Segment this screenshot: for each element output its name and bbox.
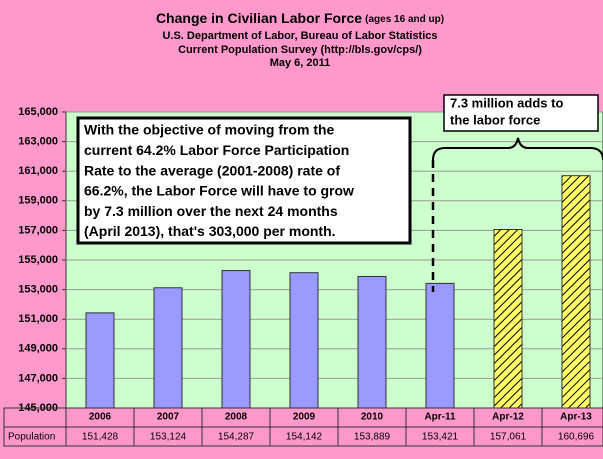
table-value: 154,287 [218,432,255,443]
y-tick-label: 147,000 [18,372,58,384]
table-value: 153,124 [150,432,187,443]
table-value: 151,428 [82,432,119,443]
callout-text: the labor force [450,112,540,127]
y-tick-label: 165,000 [18,106,58,118]
y-tick-label: 157,000 [18,224,58,236]
title-main: Change in Civilian Labor Force [156,10,362,26]
bar [425,282,455,409]
table-value: 154,142 [286,432,323,443]
annotation-text: Rate to the average (2001-2008) rate of [84,162,340,178]
y-tick-label: 161,000 [18,165,58,177]
x-tick-label: 2009 [293,412,316,423]
legend-label: Population [8,432,55,443]
subtitle: Current Population Survey (http://bls.go… [178,44,422,56]
annotation-box [76,116,412,245]
x-tick-label: 2008 [225,412,248,423]
annotation-text: (April 2013), that's 303,000 per month. [84,223,336,239]
annotation-text: by 7.3 million over the next 24 months [84,203,338,219]
y-tick-label: 159,000 [18,195,58,207]
table-value: 153,421 [422,432,459,443]
table-value: 160,696 [558,432,595,443]
callout-text: 7.3 million adds to [450,95,563,110]
x-tick-label: 2010 [361,412,384,423]
y-tick-label: 163,000 [18,136,58,148]
bar [357,275,387,409]
annotation-text: With the objective of moving from the [84,122,335,138]
subtitle: U.S. Department of Labor, Bureau of Labo… [162,30,437,42]
x-tick-label: 2006 [89,412,112,423]
bar [289,272,319,409]
bar [221,270,251,409]
annotation-text: current 64.2% Labor Force Participation [84,142,349,158]
table-value: 153,889 [354,432,391,443]
title-note: (ages 16 and up) [365,14,444,25]
table-value: 157,061 [490,432,527,443]
y-tick-label: 153,000 [18,284,58,296]
y-tick-label: 155,000 [18,254,58,266]
x-tick-label: Apr-12 [492,412,524,423]
subtitle: May 6, 2011 [270,57,331,69]
bar [153,287,183,409]
chart-title: Change in Civilian Labor Force (ages 16 … [156,10,444,26]
brace [432,137,603,161]
y-tick-label: 149,000 [18,343,58,355]
callout-box [443,94,599,132]
x-tick-label: 2007 [157,412,180,423]
bar [493,228,523,409]
annotation-text: 66.2%, the Labor Force will have to grow [84,183,354,199]
bar [561,175,591,409]
bar [85,312,115,409]
y-tick-label: 151,000 [18,313,58,325]
x-tick-label: Apr-11 [424,412,456,423]
x-tick-label: Apr-13 [560,412,592,423]
